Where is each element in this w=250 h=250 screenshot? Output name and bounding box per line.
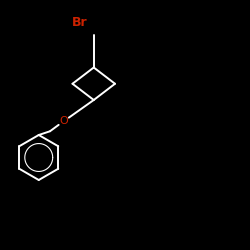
Text: Br: Br — [72, 16, 88, 29]
Text: O: O — [60, 116, 68, 126]
